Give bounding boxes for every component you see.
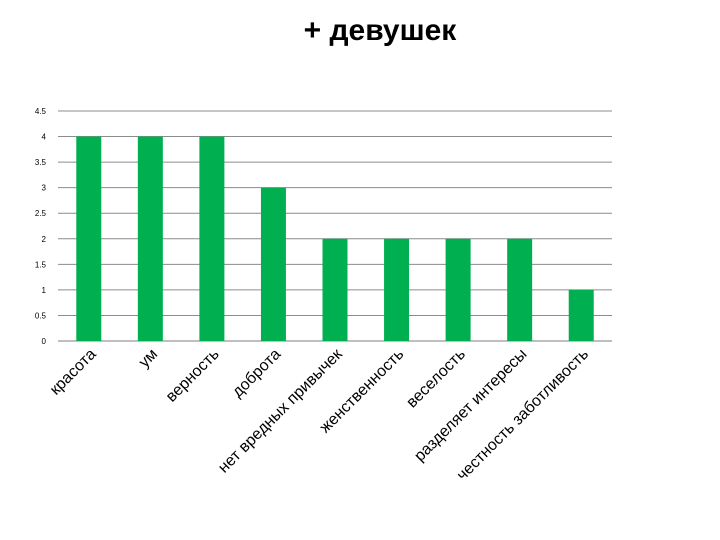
bar-8 xyxy=(507,238,533,341)
y-tick-label: 2 xyxy=(42,235,47,244)
y-tick-label: 4 xyxy=(42,133,47,142)
category-label: честность заботливость xyxy=(454,346,592,484)
y-tick-label: 1 xyxy=(42,286,47,295)
category-label: верность xyxy=(163,346,223,406)
category-label: веселость xyxy=(403,346,469,412)
y-axis-tick-labels: 0 0.5 1 1.5 2 2.5 3 3.5 4 4.5 xyxy=(35,107,47,346)
y-tick-label: 0.5 xyxy=(35,311,47,320)
category-label: нет вредных привычек xyxy=(215,345,346,476)
bar-5 xyxy=(322,238,348,341)
category-label: красота xyxy=(47,346,100,399)
bar-4 xyxy=(260,187,286,341)
bar-7 xyxy=(445,238,471,341)
bar-3 xyxy=(199,136,225,341)
bar-1 xyxy=(76,136,102,341)
category-label: разделяет интересы xyxy=(411,346,530,465)
category-label: ум xyxy=(136,346,161,371)
y-tick-label: 4.5 xyxy=(35,107,47,116)
y-tick-label: 1.5 xyxy=(35,260,47,269)
bar-9 xyxy=(568,289,594,341)
slide-title: + девушек xyxy=(303,14,457,47)
y-tick-label: 0 xyxy=(42,337,47,346)
bars xyxy=(76,136,594,341)
category-label: доброта xyxy=(229,346,284,401)
bar-6 xyxy=(384,238,410,341)
bar-2 xyxy=(137,136,163,341)
y-tick-label: 3 xyxy=(42,184,47,193)
y-tick-label: 3.5 xyxy=(35,158,47,167)
y-tick-label: 2.5 xyxy=(35,209,47,218)
